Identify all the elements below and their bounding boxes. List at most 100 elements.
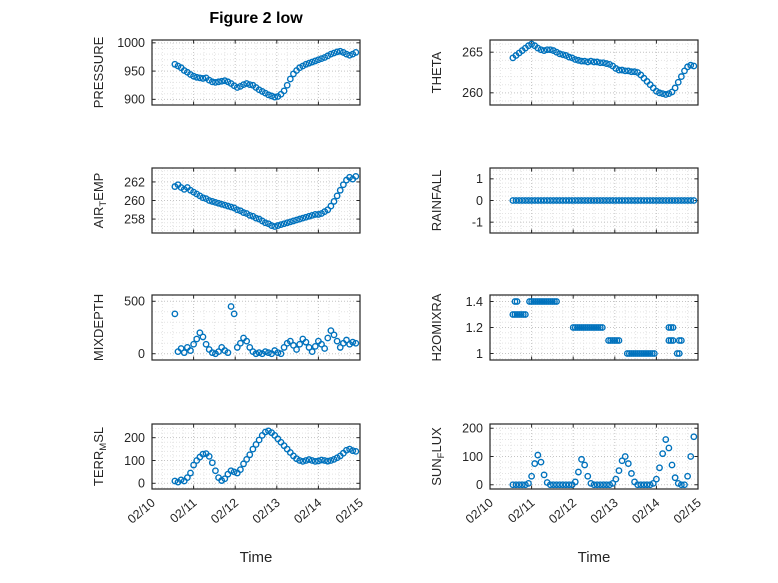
data-point-marker xyxy=(578,324,585,331)
y-tick-label: 900 xyxy=(124,93,145,107)
data-point-marker xyxy=(343,446,350,454)
data-point-marker xyxy=(274,222,282,229)
data-point-marker xyxy=(243,80,251,87)
data-points xyxy=(509,40,698,98)
data-point-marker xyxy=(593,58,601,66)
x-tick-label: 02/15 xyxy=(671,496,704,527)
data-point-marker xyxy=(587,197,595,204)
y-axis-title: RAINFALL xyxy=(429,170,444,231)
data-point-marker xyxy=(352,49,360,56)
figure-title: Figure 2 low xyxy=(209,10,303,27)
data-point-marker xyxy=(249,445,257,453)
y-axis-title: TERRMSL xyxy=(91,427,109,486)
data-point-marker xyxy=(305,212,313,220)
data-point-marker xyxy=(551,298,558,305)
data-point-marker xyxy=(233,206,241,214)
data-point-marker xyxy=(569,324,577,331)
y-axis-title: SUNFLUX xyxy=(429,427,447,486)
data-point-marker xyxy=(559,51,567,59)
data-point-marker xyxy=(687,453,695,460)
y-tick-label: 1 xyxy=(476,347,483,361)
data-point-marker xyxy=(586,324,594,331)
data-point-marker xyxy=(187,347,194,354)
data-point-marker xyxy=(669,324,677,331)
data-point-marker xyxy=(512,481,520,489)
data-point-marker xyxy=(318,340,325,348)
subplot-air-temp: 258 260 262 AIRTEMP xyxy=(91,167,361,234)
data-point-marker xyxy=(513,311,521,318)
data-point-marker xyxy=(576,324,583,331)
data-point-marker xyxy=(690,197,698,204)
plot-area: 0 100 200 02/10 02/11 02/12 02/13 02/14 02/15 TER… xyxy=(91,423,366,526)
data-point-marker xyxy=(314,457,322,465)
data-point-marker xyxy=(659,90,667,98)
data-point-marker xyxy=(518,197,526,204)
data-point-marker xyxy=(540,47,548,54)
data-point-marker xyxy=(634,481,642,489)
data-point-marker xyxy=(581,461,589,469)
data-point-marker xyxy=(240,81,247,89)
data-point-marker xyxy=(352,447,360,455)
x-tick-label: 02/11 xyxy=(167,496,199,526)
data-point-marker xyxy=(665,197,673,204)
data-point-marker xyxy=(293,216,300,224)
data-point-marker xyxy=(171,477,179,485)
data-point-marker xyxy=(261,428,269,436)
y-tick-label: 260 xyxy=(462,86,483,100)
data-point-marker xyxy=(349,338,357,346)
data-point-marker xyxy=(578,57,585,65)
data-point-marker xyxy=(246,211,254,219)
data-point-marker xyxy=(599,197,607,204)
data-point-marker xyxy=(638,350,646,357)
data-point-marker xyxy=(615,337,623,344)
data-points xyxy=(509,197,698,204)
y-tick-label: 1.2 xyxy=(466,321,483,335)
y-tick-label: 200 xyxy=(462,422,483,436)
data-point-marker xyxy=(208,198,216,205)
plot-area: 900 950 1000 PRESSURE xyxy=(91,36,361,108)
data-point-marker xyxy=(513,298,521,305)
data-point-marker xyxy=(624,460,632,467)
data-point-marker xyxy=(659,450,667,458)
data-point-marker xyxy=(540,471,548,479)
data-point-marker xyxy=(530,298,538,305)
data-point-marker xyxy=(594,324,602,331)
data-point-marker xyxy=(668,88,676,96)
data-point-marker xyxy=(515,481,523,489)
data-point-marker xyxy=(318,55,325,63)
data-point-marker xyxy=(327,50,335,58)
minor-grid xyxy=(490,424,698,489)
data-point-marker xyxy=(526,298,533,305)
data-point-marker xyxy=(215,199,222,207)
data-point-marker xyxy=(227,203,235,211)
data-point-marker xyxy=(652,197,660,204)
data-point-marker xyxy=(208,459,216,467)
data-point-marker xyxy=(605,337,612,344)
data-point-marker xyxy=(628,350,635,357)
x-tick-label: 02/14 xyxy=(629,496,662,527)
data-point-marker xyxy=(606,197,614,204)
data-point-marker xyxy=(268,92,276,100)
data-point-marker xyxy=(193,335,201,343)
data-point-marker xyxy=(265,349,272,357)
data-point-marker xyxy=(593,197,601,204)
data-point-marker xyxy=(330,49,338,57)
data-point-marker xyxy=(596,324,604,331)
data-point-marker xyxy=(609,479,617,487)
data-point-marker xyxy=(677,197,685,204)
data-point-marker xyxy=(667,337,675,344)
data-point-marker xyxy=(656,464,663,472)
data-point-marker xyxy=(625,350,633,357)
minor-grid xyxy=(490,295,698,360)
data-point-marker xyxy=(509,481,517,489)
data-point-marker xyxy=(565,197,573,204)
data-point-marker xyxy=(286,75,294,83)
data-point-marker xyxy=(324,334,332,342)
y-tick-label: 265 xyxy=(462,46,483,60)
tick-marks xyxy=(151,168,361,233)
data-point-marker xyxy=(305,456,313,463)
data-point-marker xyxy=(205,452,213,460)
data-point-marker xyxy=(311,458,319,465)
data-point-marker xyxy=(293,346,300,353)
tick-marks xyxy=(489,424,699,489)
